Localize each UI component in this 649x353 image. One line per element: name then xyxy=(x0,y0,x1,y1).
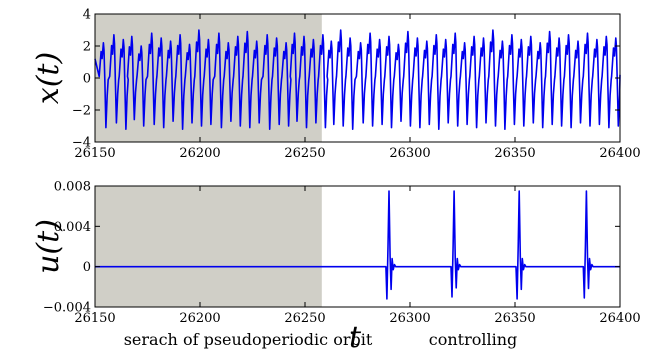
y-axis-label-u: u(t) xyxy=(31,219,66,274)
x-x-tick-label: 26400 xyxy=(599,146,640,161)
x-x-tick-label: 26150 xyxy=(74,146,115,161)
u-x-tick-label: 26300 xyxy=(389,311,430,326)
x-x-tick-label: 26300 xyxy=(389,146,430,161)
x-y-tick-label: 4 xyxy=(83,8,91,23)
u-x-tick-label: 26150 xyxy=(74,311,115,326)
series-u-line xyxy=(95,190,620,300)
panel-x: 26150 26200 26250 26300 26350 26400 4 2 0 −2 −4 x(… xyxy=(31,8,641,162)
search-phase-shade-u xyxy=(95,186,322,307)
annotation-controlling: controlling xyxy=(429,330,518,349)
x-y-tick-label: −4 xyxy=(72,136,91,151)
y-axis-label-x: x(t) xyxy=(31,52,66,104)
x-axis-label-t: t xyxy=(349,320,362,353)
u-x-tick-label: 26200 xyxy=(179,311,220,326)
u-x-tick-label: 26250 xyxy=(284,311,325,326)
series-x-line xyxy=(94,29,621,130)
x-x-tick-label: 26200 xyxy=(179,146,220,161)
panel-u-frame xyxy=(94,185,621,308)
u-y-tick-label: 0.008 xyxy=(54,180,91,195)
u-x-tick-label: 26350 xyxy=(494,311,535,326)
u-y-tick-label: −0.004 xyxy=(43,301,91,316)
u-y-tick-label: 0 xyxy=(83,260,91,275)
x-x-tick-label: 26350 xyxy=(494,146,535,161)
u-x-tick-label: 26400 xyxy=(599,311,640,326)
x-y-tick-label: 2 xyxy=(83,40,91,55)
panel-u: 26150 26200 26250 26300 26350 26400 0.008 0.004… xyxy=(31,180,641,327)
x-x-tick-label: 26250 xyxy=(284,146,325,161)
x-y-tick-label: 0 xyxy=(83,72,91,87)
x-y-tick-label: −2 xyxy=(72,104,91,119)
annotation-search: serach of pseudoperiodic orbit xyxy=(124,330,373,349)
u-y-tick-label: 0.004 xyxy=(54,220,91,235)
